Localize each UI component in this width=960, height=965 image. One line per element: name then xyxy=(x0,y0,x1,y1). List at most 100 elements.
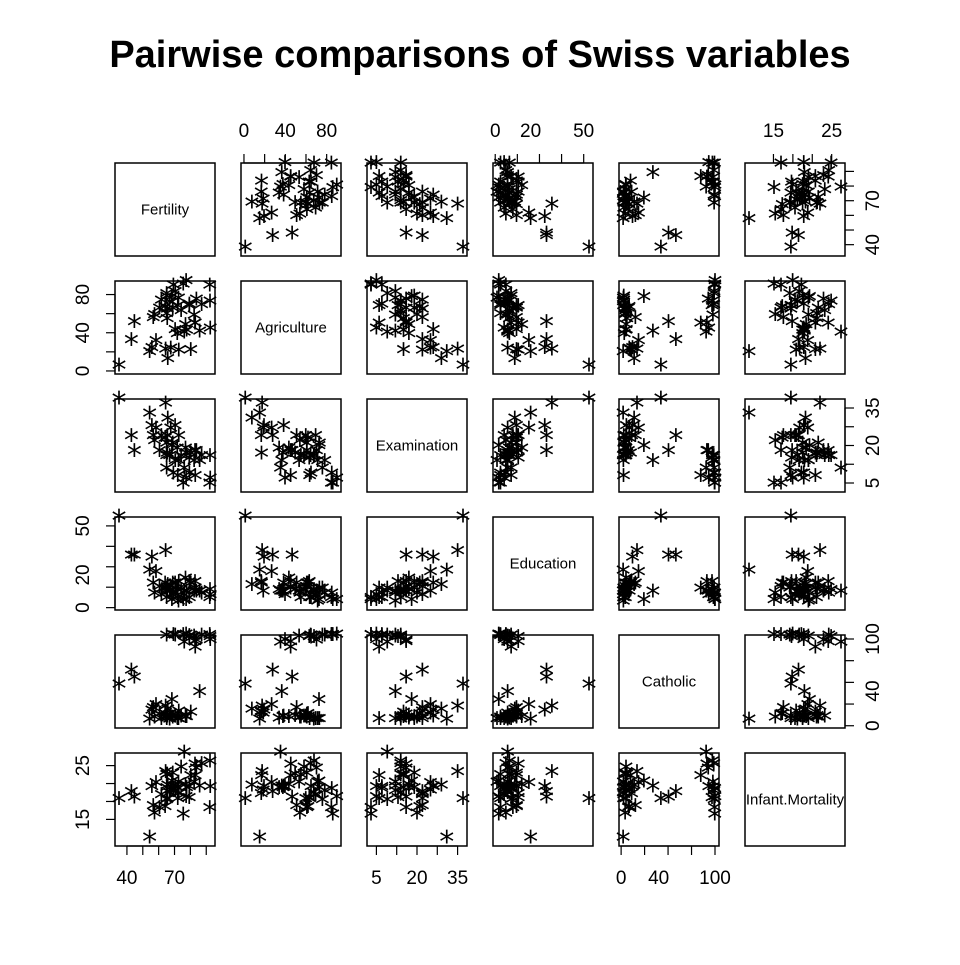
data-point: * xyxy=(147,302,162,337)
data-point: * xyxy=(802,186,817,221)
panel-frame xyxy=(492,398,594,493)
data-point: * xyxy=(774,273,789,308)
data-point: * xyxy=(796,170,811,205)
data-point: * xyxy=(509,295,524,330)
data-point: * xyxy=(407,284,422,319)
data-point: * xyxy=(628,305,643,340)
data-point: * xyxy=(369,268,384,303)
data-point: * xyxy=(707,449,722,484)
data-point: * xyxy=(315,191,330,226)
data-point: * xyxy=(505,296,520,331)
panel-education-vs-examination: *** *** ***** *********** ***** * ***** **** * **… xyxy=(364,504,471,624)
data-point: * xyxy=(816,287,831,322)
data-point: * xyxy=(498,279,513,314)
data-point: * xyxy=(795,441,810,476)
panel-catholic-vs-fertility: ** ***************** ***** ********** ** ****… xyxy=(112,622,218,742)
data-point: * xyxy=(252,207,267,242)
panel-catholic-vs-catholic: Catholic xyxy=(618,634,720,729)
data-point: * xyxy=(521,201,536,236)
data-point: * xyxy=(500,187,515,222)
data-point: * xyxy=(297,178,312,213)
data-point: * xyxy=(705,294,720,329)
data-point: * xyxy=(616,180,631,215)
data-point: * xyxy=(393,191,408,226)
data-point: * xyxy=(203,316,218,351)
data-point: * xyxy=(329,173,344,208)
data-point: * xyxy=(742,401,757,436)
data-point: * xyxy=(790,188,805,223)
data-point: * xyxy=(798,406,813,441)
panel-frame xyxy=(492,280,594,375)
data-point: * xyxy=(791,328,806,363)
data-point: * xyxy=(622,192,637,227)
data-point: * xyxy=(500,701,515,736)
tick-label-education-0: 0 xyxy=(73,602,94,613)
data-point: * xyxy=(707,471,722,506)
data-point: * xyxy=(306,188,321,223)
data-point: * xyxy=(636,285,651,320)
data-point: * xyxy=(159,456,174,491)
data-point: * xyxy=(539,224,554,259)
data-point: * xyxy=(415,190,430,225)
data-point: * xyxy=(799,436,814,471)
data-point: * xyxy=(788,424,803,459)
data-point: * xyxy=(785,173,800,208)
data-point: * xyxy=(194,444,209,479)
data-point: * xyxy=(616,181,631,216)
panel-frame xyxy=(240,398,342,493)
panel-examination-vs-agriculture: ****** **** ******************************… xyxy=(238,386,344,506)
data-point: * xyxy=(179,268,194,303)
data-point: * xyxy=(174,298,189,333)
data-point: * xyxy=(399,287,414,322)
data-point: * xyxy=(509,183,524,218)
data-point: * xyxy=(630,192,645,227)
data-point: * xyxy=(498,183,513,218)
data-point: * xyxy=(509,192,524,227)
data-point: * xyxy=(179,776,194,811)
data-point: * xyxy=(159,623,174,658)
data-point: * xyxy=(303,159,318,194)
data-point: * xyxy=(500,456,515,491)
data-point: * xyxy=(619,298,634,333)
data-point: * xyxy=(808,464,823,499)
data-point: * xyxy=(174,444,189,479)
data-point: * xyxy=(627,190,642,225)
data-point: * xyxy=(364,586,379,621)
data-point: * xyxy=(388,319,403,354)
data-point: * xyxy=(792,579,807,614)
tick-label-examination-5: 5 xyxy=(371,868,382,889)
data-point: * xyxy=(505,424,520,459)
data-point: * xyxy=(146,424,161,459)
data-point: * xyxy=(821,165,836,200)
data-point: * xyxy=(388,183,403,218)
data-point: * xyxy=(127,439,142,474)
data-point: * xyxy=(795,181,810,216)
panel-agriculture-vs-fertility: ** ********************** ********** ** ****… xyxy=(112,268,218,388)
data-point: * xyxy=(202,273,217,308)
data-point: * xyxy=(705,569,720,604)
data-point: * xyxy=(502,289,517,324)
data-point: * xyxy=(622,187,637,222)
data-point: * xyxy=(302,181,317,216)
tick-label-catholic-100: 100 xyxy=(863,623,884,655)
data-point: * xyxy=(388,161,403,196)
data-point: * xyxy=(498,185,513,220)
data-point: * xyxy=(304,461,319,496)
data-point: * xyxy=(802,285,817,320)
data-point: * xyxy=(364,272,379,307)
data-point: * xyxy=(324,795,339,830)
data-point: * xyxy=(307,151,322,186)
data-point: * xyxy=(693,311,708,346)
data-point: * xyxy=(775,426,790,461)
data-point: * xyxy=(668,224,683,259)
data-point: * xyxy=(539,309,554,344)
data-point: * xyxy=(511,294,526,329)
data-point: * xyxy=(821,439,836,474)
tick-label-education-0: 0 xyxy=(490,121,501,142)
data-point: * xyxy=(399,163,414,198)
data-point: * xyxy=(182,625,197,660)
data-point: * xyxy=(164,434,179,469)
data-point: * xyxy=(272,181,287,216)
data-point: * xyxy=(505,297,520,332)
data-point: * xyxy=(707,273,722,308)
